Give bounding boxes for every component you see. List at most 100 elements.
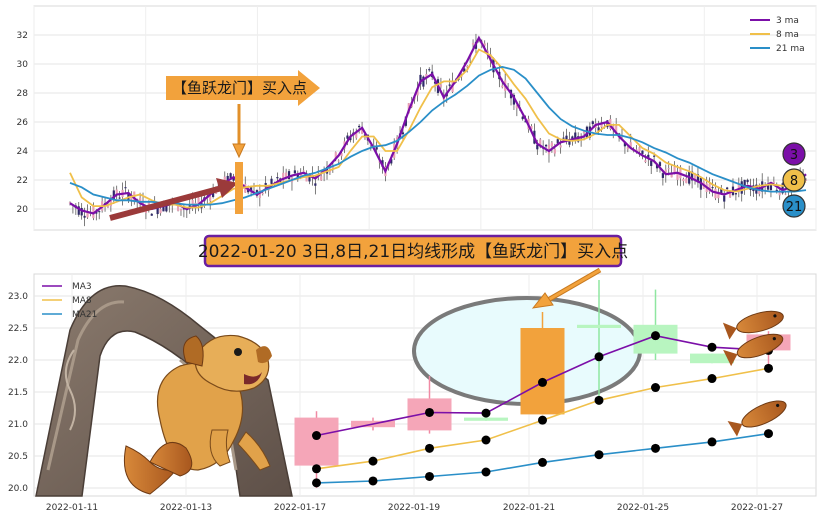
bottom-candle-body (294, 417, 339, 466)
top-candle-body (746, 179, 749, 183)
bottom-y-tick-label: 21.5 (8, 388, 28, 398)
top-candle-body (98, 211, 101, 213)
red-trend-arrow (109, 178, 238, 221)
top-y-tick-label: 26 (17, 118, 29, 128)
top-candle-body (305, 174, 308, 182)
bottom-series-marker (312, 431, 321, 441)
bottom-y-tick-label: 22.0 (8, 356, 28, 366)
top-candle-body (682, 178, 685, 182)
top-candle-body (325, 167, 329, 174)
top-candle-body (340, 153, 343, 157)
bottom-y-tick-label: 23.0 (8, 292, 28, 302)
top-candle-body (229, 173, 232, 178)
bottom-series-marker (594, 352, 604, 362)
top-candle-body (515, 105, 518, 109)
top-candle-body (127, 192, 130, 200)
top-candle-body (650, 160, 653, 166)
top-candle-body (720, 188, 723, 195)
bottom-x-tick-label: 2022-01-21 (503, 503, 555, 513)
top-candle-body (714, 188, 717, 199)
top-candle-body (68, 202, 72, 204)
top-candle-body (106, 206, 110, 208)
top-candle-body (249, 187, 253, 191)
bottom-series-marker (764, 429, 773, 439)
badge-text-3: 3 (790, 148, 798, 163)
top-candle-body (539, 139, 542, 147)
top-candle-body (159, 208, 162, 214)
top-candle-body (179, 208, 183, 211)
bottom-candle-body (690, 353, 734, 364)
top-candle-body (390, 159, 393, 164)
top-candle-body (661, 173, 664, 178)
top-candle-body (463, 68, 466, 72)
top-candle-body (144, 211, 148, 213)
top-y-tick-label: 20 (17, 205, 29, 215)
top-candle-body (778, 190, 781, 196)
top-candle-body (690, 171, 694, 181)
top-candle-body (130, 197, 133, 200)
top-candle-body (425, 74, 428, 78)
bottom-series-marker (425, 471, 434, 481)
top-candle-body (781, 183, 784, 194)
top-candle-body (165, 203, 168, 212)
top-candle-body (685, 178, 688, 184)
badge-circle-21 (782, 194, 806, 218)
top-candle-body (419, 74, 422, 85)
bottom-series-marker (481, 435, 491, 445)
top-candle-body (769, 183, 773, 191)
top-candle-body (337, 160, 340, 162)
top-ma-lines (69, 35, 807, 215)
top-y-tick-label: 24 (17, 147, 29, 157)
top-candle-body (693, 175, 697, 180)
bottom-candle-body (464, 417, 508, 421)
top-candle-body (641, 150, 644, 154)
bottom-legend: MA3 MA8 MA21 (42, 282, 97, 320)
bottom-series-line-0 (316, 334, 769, 437)
top-candle-body (556, 139, 559, 144)
top-candle-body (209, 196, 212, 201)
top-candle-body (83, 215, 86, 218)
top-candle-body (553, 148, 556, 154)
bottom-series-marker (651, 331, 660, 341)
top-candle-body (582, 130, 586, 134)
top-candle-body (653, 155, 656, 157)
bottom-series-marker (538, 377, 547, 387)
top-candle-body (673, 166, 676, 174)
top-candle-body (550, 142, 554, 147)
top-candle-body (483, 43, 486, 46)
bottom-x-tick-label: 2022-01-27 (731, 503, 783, 513)
top-candle-body (804, 179, 808, 181)
top-candle-body (86, 212, 89, 218)
top-candle-body (784, 193, 787, 195)
bottom-candle-body (520, 328, 565, 415)
bottom-series-marker (538, 415, 547, 425)
top-candle-body (758, 190, 761, 194)
top-candle-body (80, 207, 83, 216)
bottom-series-marker (312, 464, 321, 474)
bottom-candle-body (577, 324, 621, 328)
bottom-series-marker (764, 363, 773, 373)
top-y-axis: 20 22 24 26 28 30 32 (17, 31, 29, 215)
top-candle-body (287, 171, 291, 179)
bottom-x-tick-label: 2022-01-11 (46, 503, 98, 513)
top-candle-body (667, 168, 670, 170)
top-candle-body (629, 142, 632, 148)
top-candle-body (428, 69, 431, 71)
top-candle-body (723, 195, 726, 202)
top-candle-body (536, 144, 539, 150)
top-candle-body (521, 116, 524, 120)
top-callout-text: 【鱼跃龙门】买入点 (172, 79, 307, 97)
bottom-series-marker (425, 443, 434, 453)
badge-circle-8 (782, 168, 806, 192)
bottom-candles (294, 280, 791, 488)
top-candle-body (591, 121, 594, 125)
top-series-line-1 (69, 48, 807, 209)
top-candle-body (422, 76, 425, 87)
top-signal-candle (235, 162, 243, 214)
top-candle-body (559, 145, 562, 148)
top-candle-body (726, 187, 729, 190)
bottom-series-marker (594, 450, 604, 460)
bottom-y-axis: 20.0 20.5 21.0 21.5 22.0 22.5 23.0 (8, 292, 28, 494)
top-candle-body (495, 63, 498, 65)
